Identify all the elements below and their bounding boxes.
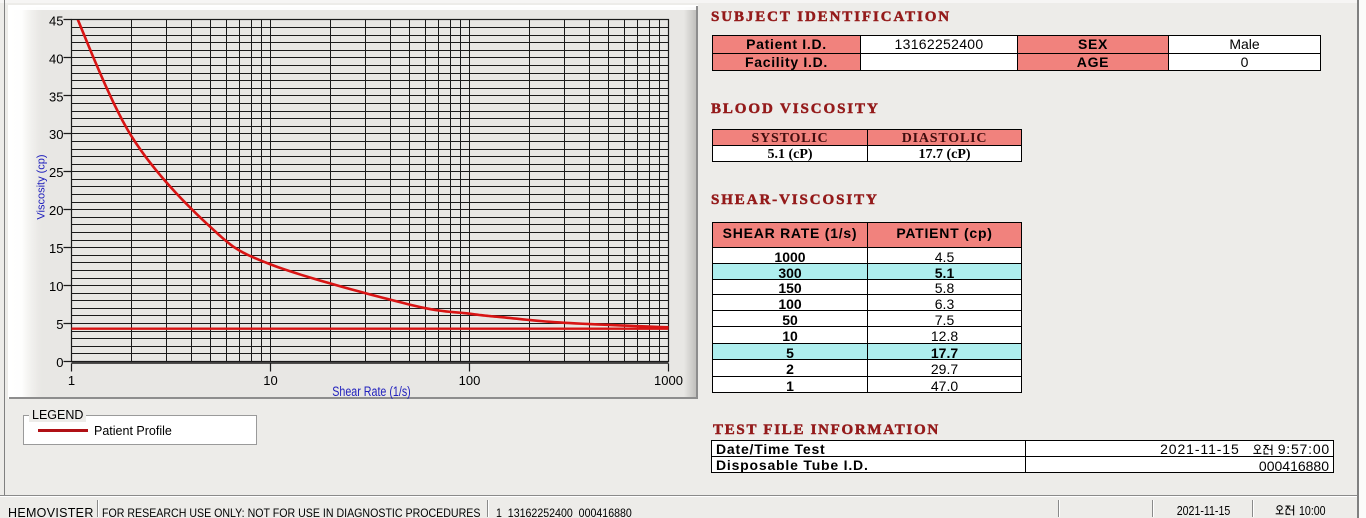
svg-text:40: 40 xyxy=(49,51,63,66)
svg-text:0: 0 xyxy=(56,355,63,370)
svg-text:1: 1 xyxy=(68,373,75,388)
svg-text:10: 10 xyxy=(263,373,277,388)
svg-text:100: 100 xyxy=(459,373,481,388)
svg-text:35: 35 xyxy=(49,89,63,104)
svg-text:Viscosity (cp): Viscosity (cp) xyxy=(36,154,48,219)
svg-text:1000: 1000 xyxy=(654,373,683,388)
svg-text:30: 30 xyxy=(49,127,63,142)
svg-text:Shear Rate (1/s): Shear Rate (1/s) xyxy=(332,384,411,399)
svg-text:45: 45 xyxy=(49,13,63,28)
svg-text:20: 20 xyxy=(49,203,63,218)
svg-text:5: 5 xyxy=(56,317,63,332)
svg-text:15: 15 xyxy=(49,241,63,256)
svg-text:10: 10 xyxy=(49,279,63,294)
svg-text:25: 25 xyxy=(49,165,63,180)
